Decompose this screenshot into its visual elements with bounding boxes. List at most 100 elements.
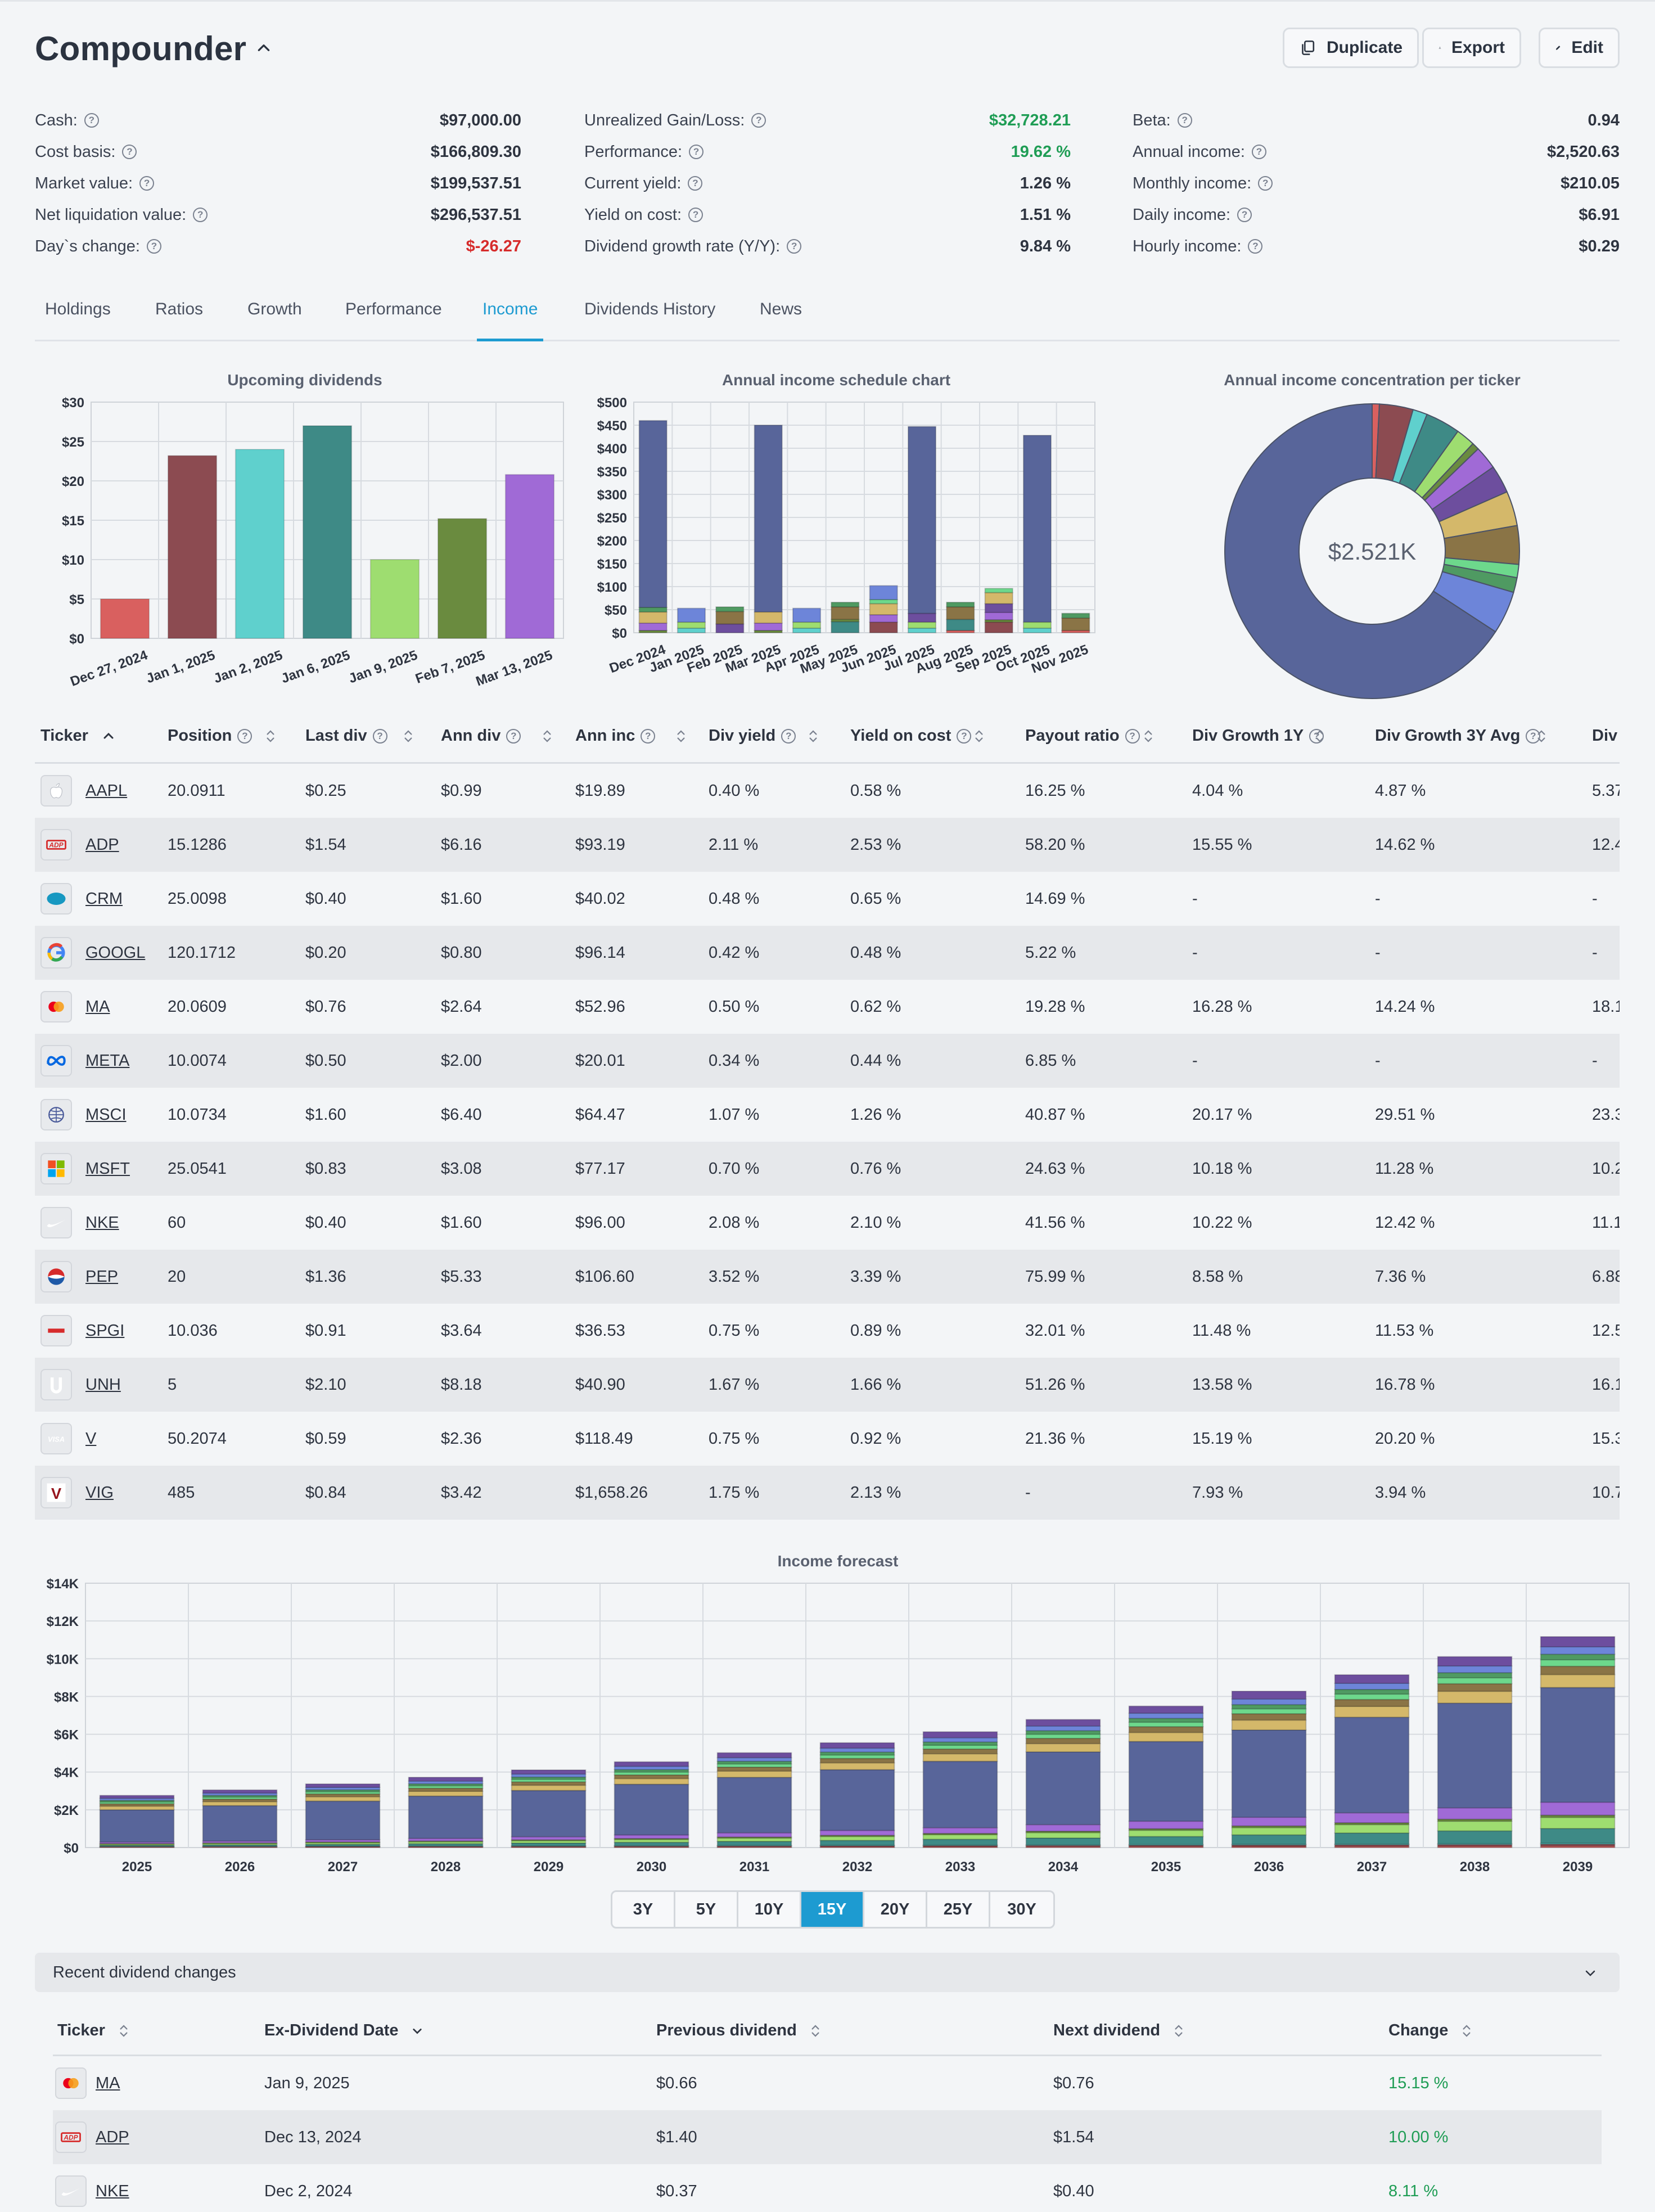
chevron-up-icon[interactable] bbox=[256, 40, 271, 55]
help-icon[interactable]: ? bbox=[1125, 728, 1140, 744]
recent-column-header-change[interactable]: Change bbox=[1388, 2021, 1472, 2040]
help-icon[interactable]: ? bbox=[641, 728, 656, 744]
help-icon[interactable]: ? bbox=[237, 728, 252, 744]
period-button-20y[interactable]: 20Y bbox=[864, 1892, 927, 1927]
help-icon[interactable]: ? bbox=[1309, 728, 1324, 744]
forecast-bar-segment-googl bbox=[819, 1840, 895, 1846]
export-button[interactable]: Export bbox=[1422, 28, 1521, 68]
help-icon[interactable]: ? bbox=[193, 208, 208, 222]
tab-income[interactable]: Income bbox=[477, 300, 544, 341]
help-icon[interactable]: ? bbox=[506, 728, 521, 744]
ticker-link[interactable]: V bbox=[85, 1429, 97, 1448]
column-header-ticker[interactable]: Ticker bbox=[40, 727, 115, 745]
ticker-link[interactable]: MA bbox=[85, 997, 110, 1016]
ticker-link[interactable]: META bbox=[85, 1051, 130, 1070]
help-icon[interactable]: ? bbox=[957, 728, 972, 744]
sort-icon[interactable] bbox=[810, 2023, 820, 2039]
sort-icon[interactable] bbox=[119, 2023, 129, 2039]
period-button-25y[interactable]: 25Y bbox=[927, 1892, 990, 1927]
tab-ratios[interactable]: Ratios bbox=[155, 300, 204, 318]
help-icon[interactable]: ? bbox=[1177, 113, 1192, 128]
sort-icon[interactable] bbox=[808, 728, 818, 744]
ticker-link[interactable]: NKE bbox=[96, 2182, 129, 2200]
period-button-15y[interactable]: 15Y bbox=[801, 1892, 864, 1927]
forecast-bar-segment-unh bbox=[614, 1769, 689, 1773]
sort-icon[interactable] bbox=[403, 728, 413, 744]
column-header-div-growth-1y[interactable]: Div Growth 1Y? bbox=[1192, 727, 1324, 745]
sort-icon[interactable] bbox=[1536, 728, 1546, 744]
ticker-link[interactable]: SPGI bbox=[85, 1321, 125, 1340]
recent-column-header-ticker[interactable]: Ticker bbox=[57, 2021, 129, 2040]
column-header-div-growth-3y-avg[interactable]: Div Growth 3Y Avg? bbox=[1375, 727, 1545, 745]
sort-icon[interactable] bbox=[542, 728, 552, 744]
help-icon[interactable]: ? bbox=[122, 145, 137, 159]
ticker-link[interactable]: CRM bbox=[85, 889, 123, 908]
help-icon[interactable]: ? bbox=[147, 239, 161, 254]
help-icon[interactable]: ? bbox=[372, 728, 387, 744]
ticker-link[interactable]: MSFT bbox=[85, 1159, 130, 1178]
period-button-10y[interactable]: 10Y bbox=[738, 1892, 801, 1927]
column-header-last-div[interactable]: Last div? bbox=[305, 727, 412, 745]
tab-holdings[interactable]: Holdings bbox=[45, 300, 111, 318]
help-icon[interactable]: ? bbox=[1237, 208, 1252, 222]
cell-position: 50.2074 bbox=[168, 1412, 227, 1466]
recent-column-header-next-dividend[interactable]: Next dividend bbox=[1053, 2021, 1184, 2040]
chevron-down-icon[interactable] bbox=[1584, 1966, 1597, 1980]
ticker-link[interactable]: GOOGL bbox=[85, 943, 146, 962]
column-header-ann-div[interactable]: Ann div? bbox=[441, 727, 551, 745]
sort-descending-icon[interactable] bbox=[412, 2023, 422, 2039]
period-button-3y[interactable]: 3Y bbox=[612, 1892, 675, 1927]
help-icon[interactable]: ? bbox=[688, 208, 704, 222]
column-header-ann-inc[interactable]: Ann inc? bbox=[575, 727, 685, 745]
tab-news[interactable]: News bbox=[760, 300, 802, 318]
forecast-bar-segment-googl bbox=[1231, 1834, 1307, 1845]
column-header-payout-ratio[interactable]: Payout ratio? bbox=[1025, 727, 1152, 745]
help-icon[interactable]: ? bbox=[1258, 176, 1273, 191]
help-icon[interactable]: ? bbox=[139, 176, 155, 191]
ticker-link[interactable]: ADP bbox=[85, 835, 119, 854]
column-header-div-yield[interactable]: Div yield? bbox=[709, 727, 817, 745]
column-header-position[interactable]: Position? bbox=[168, 727, 274, 745]
ticker-link[interactable]: MA bbox=[96, 2074, 120, 2092]
column-header-yield-on-cost[interactable]: Yield on cost? bbox=[850, 727, 983, 745]
ticker-link[interactable]: MSCI bbox=[85, 1105, 127, 1124]
cell-value: 20 bbox=[168, 1267, 186, 1286]
recent-column-header-ex-dividend-date[interactable]: Ex-Dividend Date bbox=[264, 2021, 422, 2040]
help-icon[interactable]: ? bbox=[751, 113, 766, 128]
ticker-link[interactable]: AAPL bbox=[85, 781, 128, 800]
ticker-link[interactable]: NKE bbox=[85, 1213, 119, 1232]
ticker-link[interactable]: PEP bbox=[85, 1267, 119, 1286]
sort-icon[interactable] bbox=[265, 728, 276, 744]
ticker-link[interactable]: VIG bbox=[85, 1483, 114, 1502]
sort-icon[interactable] bbox=[1315, 728, 1325, 744]
period-button-30y[interactable]: 30Y bbox=[1007, 1900, 1036, 1918]
cell-last-div: $0.59 bbox=[305, 1412, 346, 1466]
help-icon[interactable]: ? bbox=[781, 728, 796, 744]
sort-icon[interactable] bbox=[1462, 2023, 1472, 2039]
sort-icon[interactable] bbox=[676, 728, 686, 744]
help-icon[interactable]: ? bbox=[1526, 728, 1541, 744]
column-header-div[interactable]: Div bbox=[1592, 727, 1617, 745]
sort-ascending-icon[interactable] bbox=[102, 729, 115, 743]
tab-dividends-history[interactable]: Dividends History bbox=[584, 300, 716, 318]
sort-icon[interactable] bbox=[1143, 728, 1153, 744]
forecast-bar-segment-nke bbox=[1025, 1743, 1101, 1753]
ticker-link[interactable]: ADP bbox=[96, 2128, 129, 2146]
ticker-link[interactable]: UNH bbox=[85, 1375, 121, 1394]
help-icon[interactable]: ? bbox=[689, 145, 704, 159]
help-icon[interactable]: ? bbox=[787, 239, 802, 254]
tab-growth[interactable]: Growth bbox=[247, 300, 302, 318]
tab-performance[interactable]: Performance bbox=[345, 300, 442, 318]
help-icon[interactable]: ? bbox=[84, 113, 99, 128]
period-button-5y[interactable]: 5Y bbox=[675, 1892, 738, 1927]
recent-dividend-changes-panel[interactable]: Recent dividend changes bbox=[35, 1953, 1620, 1992]
help-icon[interactable]: ? bbox=[1248, 239, 1263, 254]
sort-icon[interactable] bbox=[974, 728, 984, 744]
recent-column-header-previous-dividend[interactable]: Previous dividend bbox=[656, 2021, 820, 2040]
help-icon[interactable]: ? bbox=[1251, 145, 1266, 159]
duplicate-button[interactable]: Duplicate bbox=[1283, 28, 1419, 68]
forecast-bar-segment-msci bbox=[819, 1830, 895, 1836]
sort-icon[interactable] bbox=[1174, 2023, 1184, 2039]
edit-button[interactable]: Edit bbox=[1539, 28, 1620, 68]
help-icon[interactable]: ? bbox=[688, 176, 703, 191]
